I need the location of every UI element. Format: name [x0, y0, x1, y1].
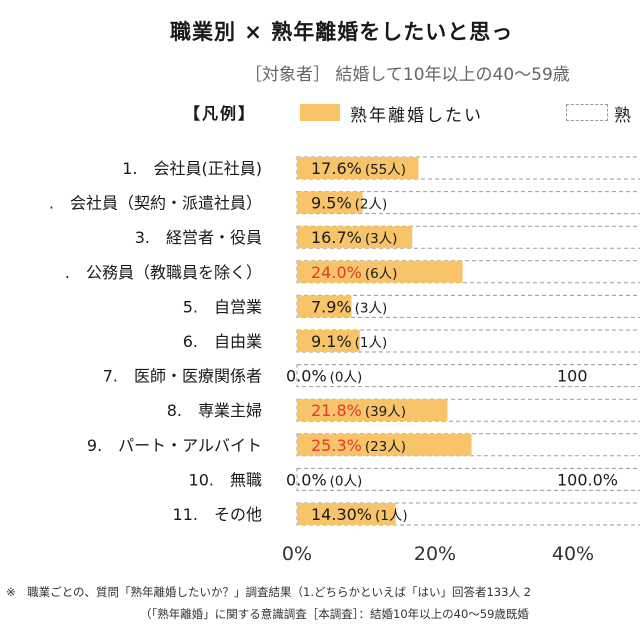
legend-heading: 【凡例】 [184, 104, 257, 123]
value-bar [297, 295, 352, 318]
legend-swatch-dashed [566, 104, 608, 121]
chart-subtitle: ［対象者］ 結婚して10年以上の40～59歳 [245, 65, 570, 85]
value-label: 16.7% [311, 228, 362, 247]
count-label: (3人) [355, 300, 388, 316]
legend-swatch-solid [300, 104, 340, 121]
value-label: 24.0% [311, 263, 362, 282]
value-label: 0.0% [286, 470, 327, 489]
value-label: 17.6% [311, 159, 362, 178]
value-bar [297, 399, 448, 422]
category-label: . 公務員（教職員を除く） [65, 263, 262, 282]
value-label: 7.9% [311, 297, 352, 316]
value-label: 21.8% [311, 401, 362, 420]
count-label: (0人) [330, 370, 363, 386]
total-label: 100.0% [557, 470, 618, 489]
category-label: 7. 医師・医療関係者 [103, 367, 262, 386]
legend: 【凡例】 熟年離婚したい 熟 [0, 100, 640, 126]
chart-title: 職業別 × 熟年離婚をしたいと思っ [170, 20, 514, 44]
category-label: 1. 会社員(正社員) [122, 159, 262, 178]
category-label: 11. その他 [173, 505, 262, 524]
count-label: (23人) [365, 439, 406, 455]
count-label: (1人) [355, 335, 388, 351]
value-label: 0.0% [286, 367, 327, 386]
count-label: (55人) [365, 162, 406, 178]
total-label: 100 [557, 367, 588, 386]
count-label: (39人) [365, 404, 406, 420]
category-label: 6. 自由業 [183, 332, 262, 351]
count-label: (6人) [365, 266, 398, 282]
value-bar [297, 191, 363, 214]
value-label: 25.3% [311, 436, 362, 455]
value-bar [297, 433, 472, 456]
value-bar [297, 260, 463, 283]
value-label: 9.1% [311, 332, 352, 351]
x-tick-label: 20% [414, 543, 456, 565]
legend-label-solid: 熟年離婚したい [350, 106, 483, 126]
category-label: 10. 無職 [189, 470, 262, 489]
category-label: 8. 専業主婦 [167, 401, 262, 420]
count-label: (1人) [375, 508, 408, 524]
count-label: (2人) [355, 197, 388, 213]
category-label: 3. 経営者・役員 [135, 228, 262, 247]
footnote-1: ※ 職業ごとの、質問「熟年離婚したいか？」調査結果（1.どちらかといえば「はい」… [6, 585, 531, 599]
value-bar [297, 330, 360, 352]
value-label: 9.5% [311, 194, 352, 213]
x-tick-label: 0% [282, 543, 312, 565]
count-label: (3人) [365, 231, 398, 247]
category-label: 9. パート・アルバイト [87, 436, 262, 455]
footnote-2: （「熟年離婚」に関する意識調査［本調査］：結婚10年以上の40～59歳既婚 [140, 607, 529, 621]
value-label: 14.30% [311, 505, 372, 524]
legend-label-dashed: 熟 [614, 106, 631, 126]
value-bar [297, 503, 396, 525]
value-bar [297, 226, 413, 249]
count-label: (0人) [330, 473, 363, 489]
value-bar [297, 157, 419, 179]
category-label: 5. 自営業 [183, 297, 262, 316]
category-label: . 会社員（契約・派遣社員） [49, 194, 262, 213]
x-tick-label: 40% [552, 543, 594, 565]
